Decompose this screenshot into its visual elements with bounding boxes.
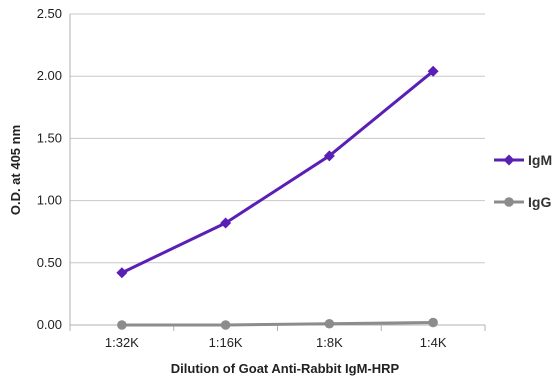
y-axis-title: O.D. at 405 nm — [8, 125, 23, 215]
data-point-igm — [220, 217, 232, 229]
legend-item-igg: IgG — [494, 194, 551, 210]
legend: IgM IgG — [494, 152, 552, 210]
y-tick-label: 1.50 — [37, 130, 62, 145]
legend-marker-igm — [503, 154, 515, 166]
data-point-igm — [427, 65, 439, 77]
series-igm — [116, 65, 439, 279]
x-tick-label: 1:32K — [105, 335, 139, 350]
gridlines — [70, 13, 485, 264]
data-point-igg — [220, 320, 231, 330]
legend-marker-igg — [504, 197, 514, 207]
y-tick-label: 1.00 — [37, 193, 62, 208]
series-group — [116, 65, 439, 330]
data-point-igm — [116, 267, 128, 279]
y-tick-label: 2.50 — [37, 6, 62, 21]
y-tick-label: 0.50 — [37, 255, 62, 270]
legend-item-igm: IgM — [494, 152, 552, 168]
y-tick-label: 0.00 — [37, 317, 62, 332]
data-point-igg — [428, 317, 438, 328]
data-point-igg — [117, 320, 127, 330]
series-igg — [117, 317, 438, 330]
series-line-igg — [121, 321, 434, 327]
y-tick-label: 2.00 — [37, 68, 62, 83]
axes: 0.00 0.50 1.00 1.50 2.00 2.50 1:32K 1:16K 1:8K 1:… — [37, 6, 486, 350]
x-tick-label: 1:8K — [316, 335, 343, 350]
series-line-igm — [121, 70, 435, 275]
data-point-igg — [324, 318, 335, 329]
x-tick-label: 1:4K — [420, 335, 447, 350]
x-tick-label: 1:16K — [209, 335, 243, 350]
legend-label-igg: IgG — [528, 194, 551, 210]
data-point-igm — [323, 150, 335, 162]
legend-label-igm: IgM — [528, 152, 552, 168]
x-axis-title: Dilution of Goat Anti-Rabbit IgM-HRP — [171, 361, 400, 376]
